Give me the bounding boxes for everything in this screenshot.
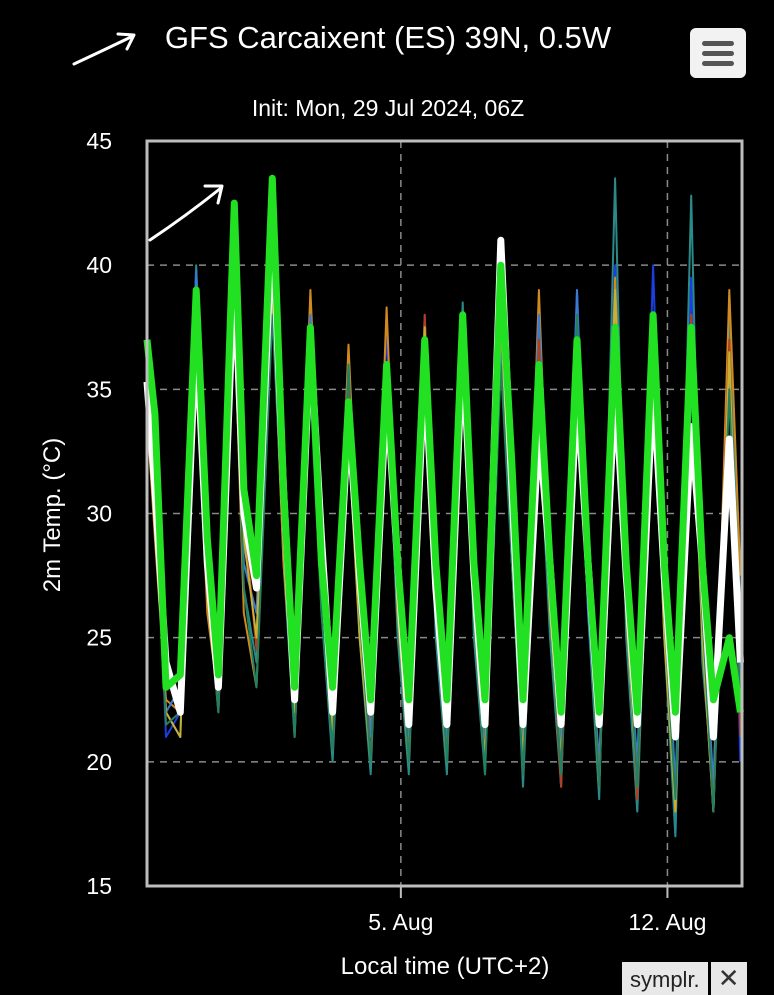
x-tick-label: 12. Aug [628,909,706,935]
hamburger-menu-icon-bar [702,61,734,66]
x-axis-label: Local time (UTC+2) [341,953,550,980]
plot-border [145,139,744,888]
ad-badge: symplr. ✕ [622,962,747,995]
chart-title: GFS Carcaixent (ES) 39N, 0.5W [165,20,612,55]
x-axis-ticks: 5. Aug 12. Aug [368,886,706,935]
y-tick-label: 25 [86,625,112,651]
y-tick-label: 40 [86,252,112,278]
plot-arrow-annotation [148,184,224,242]
y-tick-label: 35 [86,376,112,402]
y-tick-label: 30 [86,501,112,527]
y-axis-ticks: 15 20 25 30 35 40 45 [86,128,112,899]
x-tick-label: 5. Aug [368,909,433,935]
main-lines [143,174,744,741]
title-arrow-annotation [72,32,136,66]
ad-logo[interactable]: symplr. [622,962,708,995]
y-axis-label: 2m Temp. (°C) [39,438,66,593]
y-tick-label: 15 [86,873,112,899]
y-tick-label: 20 [86,749,112,775]
control-run-line [143,174,744,716]
hamburger-menu-icon-bar [702,51,734,56]
chart-menu-button[interactable] [690,28,746,78]
y-tick-label: 45 [86,128,112,154]
ad-close-icon[interactable]: ✕ [710,962,747,995]
chart-subtitle: Init: Mon, 29 Jul 2024, 06Z [252,95,524,121]
hamburger-menu-icon [702,41,734,46]
